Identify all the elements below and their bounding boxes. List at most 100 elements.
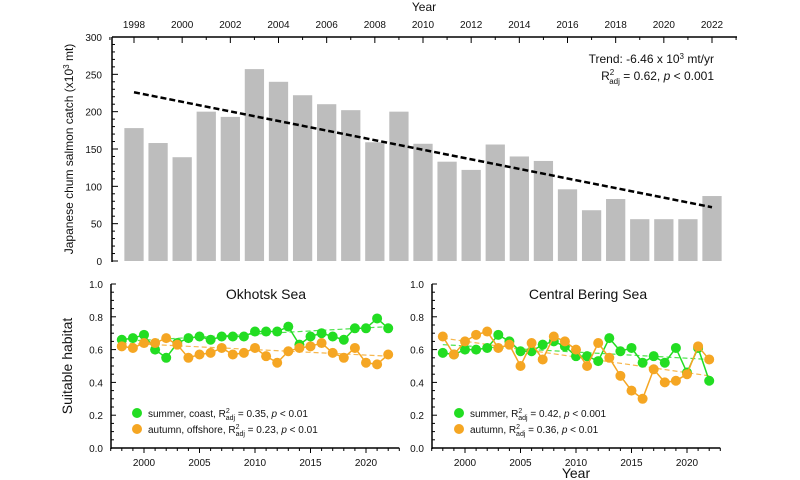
data-point <box>604 333 615 344</box>
data-point <box>471 344 482 355</box>
data-point <box>227 331 238 342</box>
top-x-tick-label: 2002 <box>219 20 242 31</box>
top-x-tick-label: 2010 <box>412 20 435 31</box>
data-point <box>205 334 216 345</box>
data-point <box>437 347 448 358</box>
data-point <box>205 347 216 358</box>
top-x-tick-label: 2022 <box>701 20 724 31</box>
data-point <box>515 361 526 371</box>
y-tick-label: 0.6 <box>89 346 103 357</box>
catch-bar <box>244 69 265 262</box>
data-point <box>593 356 604 367</box>
data-point <box>582 361 593 371</box>
data-point <box>150 338 161 349</box>
data-point <box>349 342 360 353</box>
data-point <box>194 349 205 360</box>
series-line <box>442 330 710 400</box>
data-point <box>504 339 515 350</box>
data-point <box>316 328 327 339</box>
bering-panel: Central Bering Sea Year 0.0 0.2 0.4 0.6 0.8 1… <box>410 280 721 480</box>
data-point <box>238 347 249 358</box>
data-point <box>349 323 360 334</box>
catch-bar <box>365 142 385 261</box>
top-x-axis-label: Year <box>412 0 436 14</box>
okhotsk-axes: 0.0 0.2 0.4 0.6 0.8 1.0 2000 2005 2010 2015 2020 <box>89 280 400 469</box>
data-point <box>372 313 383 324</box>
data-point <box>238 331 249 342</box>
top-y-tick-label: 0 <box>96 257 102 268</box>
y-tick-label: 0.2 <box>410 411 424 422</box>
catch-bar <box>341 110 361 261</box>
data-point <box>704 375 715 386</box>
okhotsk-legend: summer, coast, R2 adj = 0.35, p < 0.01 aut… <box>132 408 318 438</box>
data-point <box>283 346 294 357</box>
catch-bar <box>268 81 289 261</box>
catch-bar <box>413 143 433 261</box>
data-point <box>227 349 238 360</box>
data-point <box>626 342 637 353</box>
bering-legend: summer, R2 adj = 0.42, p < 0.001 autumn, R… <box>454 408 606 438</box>
data-point <box>704 354 715 365</box>
y-tick-label: 0.0 <box>89 444 103 455</box>
data-point <box>294 342 305 353</box>
data-point <box>437 331 448 342</box>
data-point <box>537 339 548 350</box>
data-point <box>261 326 272 337</box>
data-point <box>372 359 383 370</box>
data-point <box>693 341 704 352</box>
data-point <box>216 342 227 353</box>
data-point <box>471 329 482 340</box>
y-tick-label: 1.0 <box>410 280 424 291</box>
top-x-tick-label: 2006 <box>316 20 339 31</box>
trend-annotation-line1: Trend: -6.46 x 103 mt/yr <box>589 52 714 66</box>
catch-bar <box>196 111 216 262</box>
data-point <box>559 336 570 347</box>
top-y-ticks: 0 50 100 150 200 250 300 <box>85 33 118 268</box>
x-tick-label: 2010 <box>244 458 267 469</box>
catch-bar <box>702 196 722 261</box>
y-tick-label: 0.8 <box>410 313 424 324</box>
data-point <box>194 331 205 342</box>
data-point <box>637 393 648 404</box>
y-tick-label: 0.6 <box>410 346 424 357</box>
catch-bar-chart: Year 1998 2000 2002 2004 2006 2008 2010 2012 201… <box>62 0 737 268</box>
data-point <box>659 357 670 368</box>
data-point <box>116 341 127 352</box>
catch-bar <box>630 219 650 261</box>
catch-bar <box>461 169 481 261</box>
data-point <box>172 339 183 350</box>
data-point <box>460 344 470 355</box>
data-point <box>161 333 172 344</box>
catch-bar <box>606 199 626 261</box>
legend-marker <box>132 408 142 418</box>
data-point <box>250 326 260 337</box>
data-point <box>460 336 470 347</box>
okhotsk-series <box>116 313 394 370</box>
data-point <box>327 331 338 342</box>
data-point <box>316 338 327 349</box>
trend-annotation-line2: R2 adj = 0.62, p < 0.001 <box>601 68 714 86</box>
y-tick-label: 0.8 <box>89 313 103 324</box>
bering-title: Central Bering Sea <box>529 286 648 302</box>
trend-line <box>121 342 389 357</box>
data-point <box>482 326 493 337</box>
catch-bar <box>148 143 168 261</box>
legend-marker <box>454 408 464 418</box>
top-y-tick-label: 250 <box>85 70 102 81</box>
data-point <box>383 349 394 360</box>
x-tick-label: 2005 <box>509 458 532 469</box>
top-x-tick-label: 2014 <box>508 20 531 31</box>
legend-label: summer, coast, R2 adj = 0.35, p < 0.01 <box>148 408 308 422</box>
y-tick-label: 0.4 <box>89 378 103 389</box>
catch-bar <box>220 116 240 261</box>
x-tick-label: 2000 <box>454 458 477 469</box>
legend-label: autumn, offshore, R2 adj = 0.23, p < 0.01 <box>148 424 318 438</box>
catch-bar <box>557 189 578 261</box>
catch-trend-line <box>133 91 713 209</box>
data-point <box>482 342 493 353</box>
data-point <box>161 352 172 363</box>
top-y-tick-label: 150 <box>85 145 102 156</box>
data-point <box>515 346 526 357</box>
data-point <box>659 377 670 388</box>
top-x-tick-label: 2008 <box>364 20 387 31</box>
